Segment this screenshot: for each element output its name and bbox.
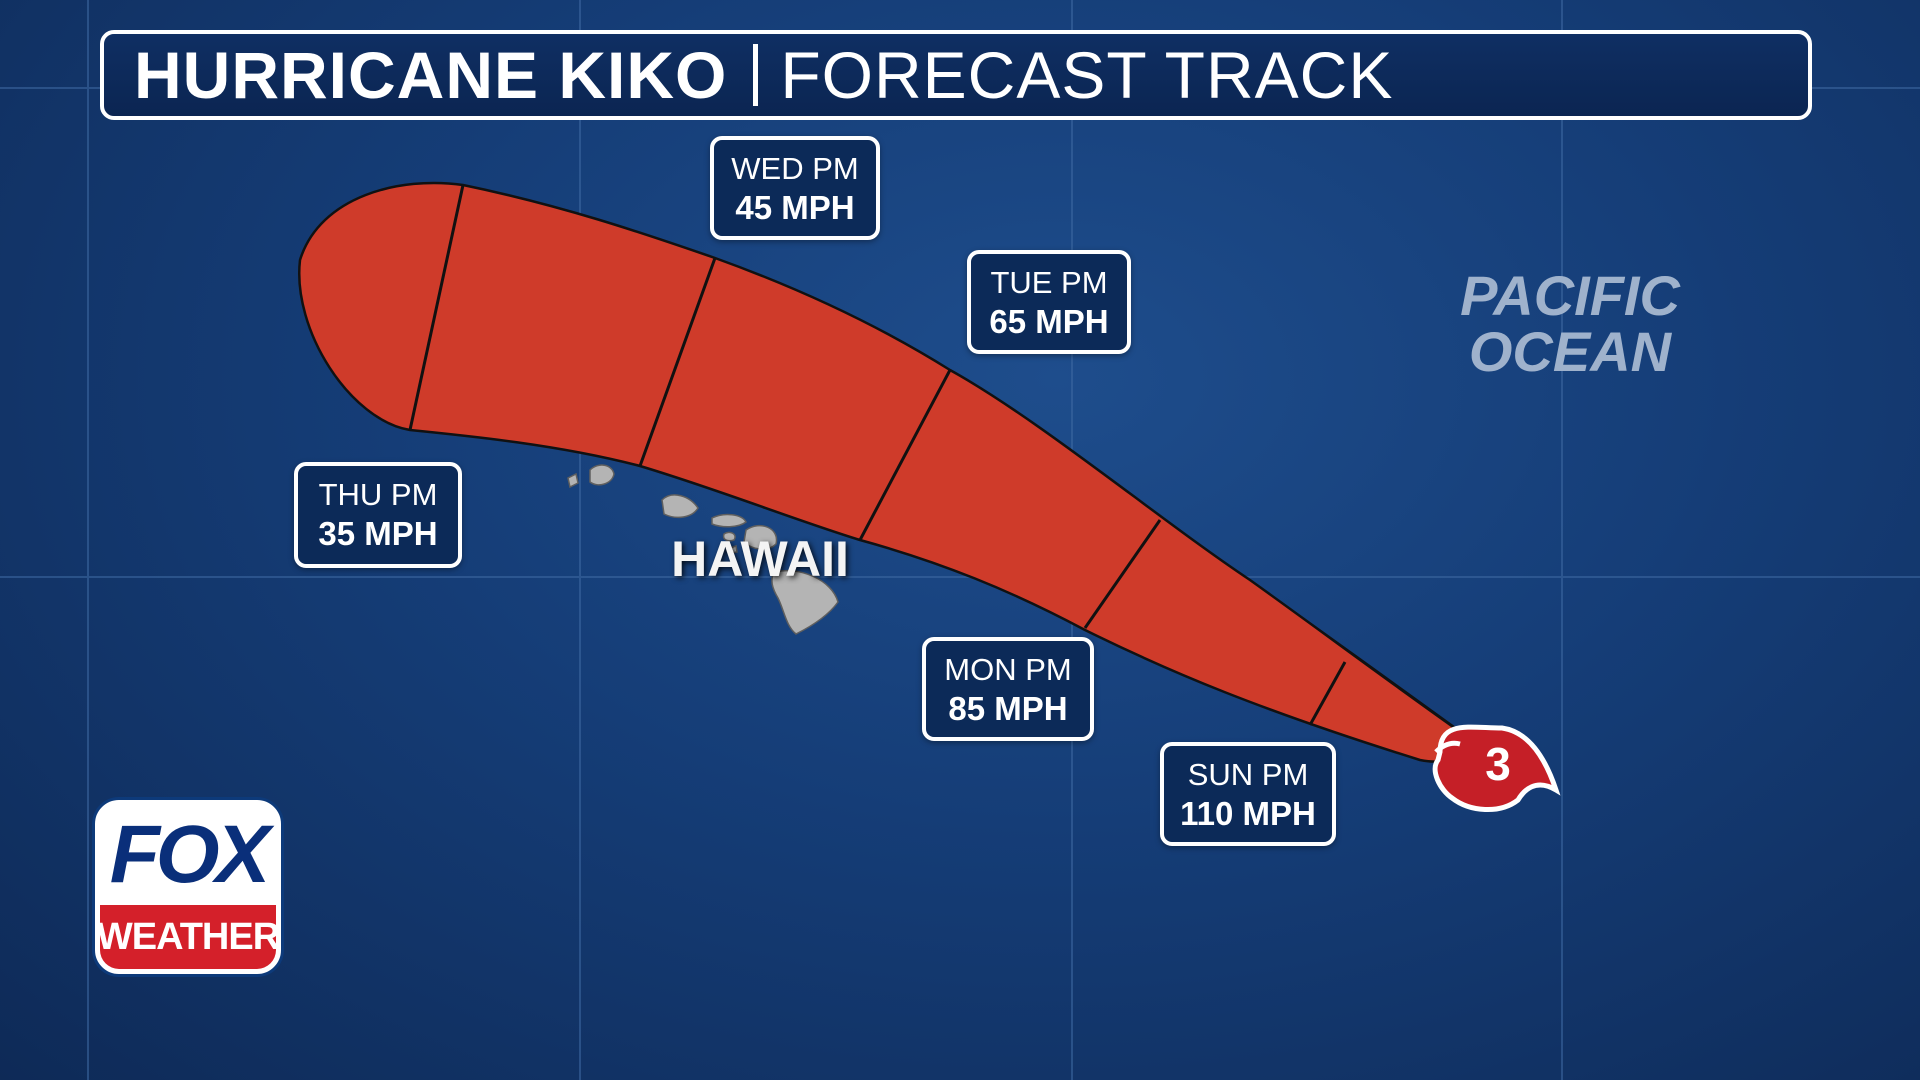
forecast-label-thu: THU PM 35 MPH [294, 462, 462, 568]
title-storm-name: HURRICANE KIKO [134, 38, 728, 112]
hawaii-islands [567, 464, 839, 635]
island-lanai [722, 531, 736, 542]
fox-weather-logo: FOX WEATHER [95, 800, 281, 974]
forecast-label-sun: SUN PM 110 MPH [1160, 742, 1336, 846]
title-subtitle: FORECAST TRACK [780, 38, 1394, 112]
forecast-speed: 45 MPH [735, 189, 855, 226]
island-maui [743, 524, 778, 550]
logo-fox-text: FOX [109, 809, 271, 900]
island-niihau [567, 472, 579, 489]
ocean-label-line1: PACIFIC [1460, 264, 1680, 327]
forecast-label-wed: WED PM 45 MPH [710, 136, 880, 240]
logo-weather-text: WEATHER [100, 905, 276, 969]
forecast-speed: 35 MPH [318, 515, 438, 552]
island-oahu [661, 494, 699, 519]
ocean-label-line2: OCEAN [1468, 320, 1672, 383]
forecast-time: SUN PM [1187, 757, 1309, 792]
hurricane-icon [1432, 724, 1561, 813]
forecast-speed: 110 MPH [1180, 795, 1316, 832]
hurricane-icon-body [1432, 724, 1561, 813]
forecast-speed: 65 MPH [989, 303, 1109, 340]
island-molokai [711, 513, 747, 528]
forecast-cone [298, 181, 1485, 763]
divider-tue [858, 369, 952, 541]
forecast-label-tue: TUE PM 65 MPH [967, 250, 1131, 354]
title-divider [753, 44, 759, 106]
island-big-island [771, 569, 839, 635]
divider-sun [1308, 661, 1347, 726]
divider-thu [408, 184, 465, 431]
divider-mon [1083, 519, 1162, 629]
storm-category: 3 [1485, 738, 1511, 790]
title-bar: HURRICANE KIKO FORECAST TRACK [100, 30, 1812, 120]
island-kahoolawe [729, 545, 738, 554]
forecast-speed: 85 MPH [948, 690, 1068, 727]
ocean-label: PACIFIC OCEAN [1420, 268, 1720, 380]
forecast-time: TUE PM [990, 265, 1108, 300]
island-kauai [589, 464, 615, 486]
forecast-time: THU PM [318, 477, 438, 512]
cone-outline [298, 181, 1478, 763]
forecast-time: WED PM [731, 151, 859, 186]
hawaii-label: HAWAII [671, 531, 849, 587]
divider-wed [638, 257, 717, 467]
cone-dividers [408, 184, 1347, 726]
forecast-label-mon: MON PM 85 MPH [922, 637, 1094, 741]
forecast-time: MON PM [944, 652, 1072, 687]
